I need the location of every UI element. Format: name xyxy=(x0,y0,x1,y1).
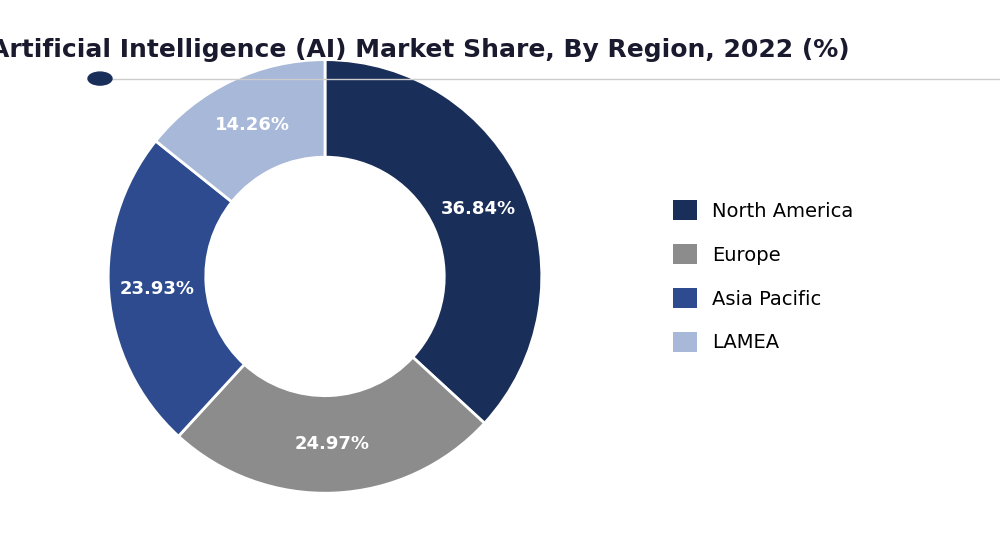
Text: 36.84%: 36.84% xyxy=(441,200,516,218)
Text: Artificial Intelligence (AI) Market Share, By Region, 2022 (%): Artificial Intelligence (AI) Market Shar… xyxy=(0,38,850,62)
Wedge shape xyxy=(156,60,325,202)
Wedge shape xyxy=(108,141,244,436)
Text: 14.26%: 14.26% xyxy=(215,116,290,134)
Text: 23.93%: 23.93% xyxy=(120,280,195,298)
Text: PRECEDENCE: PRECEDENCE xyxy=(29,44,91,53)
Text: 24.97%: 24.97% xyxy=(295,435,370,453)
Text: RESEARCH: RESEARCH xyxy=(35,69,85,78)
Wedge shape xyxy=(178,357,485,493)
Wedge shape xyxy=(325,60,542,423)
Legend: North America, Europe, Asia Pacific, LAMEA: North America, Europe, Asia Pacific, LAM… xyxy=(654,181,873,372)
